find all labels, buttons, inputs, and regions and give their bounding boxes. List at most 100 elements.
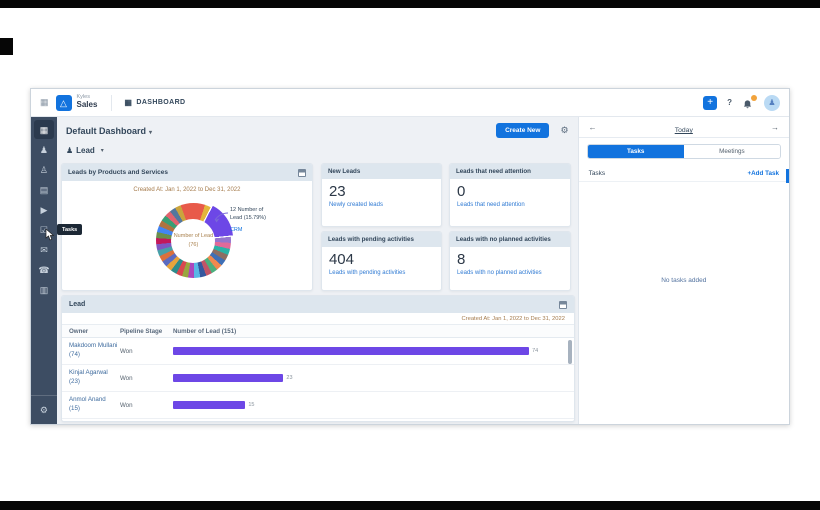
- sidebar: ▦ ♟ ♙ ▤ ▶ ☑ ✉ ☎ ▥ ⚙: [31, 117, 57, 424]
- lead-count-bar[interactable]: [172, 347, 530, 355]
- dashboard-icon: ▦: [39, 125, 49, 135]
- table-header-row: Owner Pipeline Stage Number of Lead (151…: [61, 325, 574, 338]
- leads-icon: ♙: [39, 165, 48, 175]
- sidebar-settings[interactable]: ⚙: [31, 395, 57, 424]
- letterbox-bottom: [0, 501, 820, 510]
- quick-add-button[interactable]: +: [703, 95, 718, 110]
- sidebar-item-leads[interactable]: ♙: [34, 160, 54, 179]
- today-link[interactable]: Today: [674, 127, 693, 134]
- dashboard-main: Default Dashboard ▾ Create New ⚙ ♟ Lead ▾…: [56, 117, 578, 424]
- leads-by-products-card: Leads by Products and Services Created A…: [60, 163, 313, 291]
- owner-link[interactable]: Kinjal Agarwal: [68, 369, 108, 377]
- table-row[interactable]: Anmol Anand (15) Won 15: [61, 392, 574, 419]
- previous-day-arrow[interactable]: ←: [588, 123, 597, 132]
- sidebar-item-pipelines[interactable]: ▶: [34, 200, 54, 219]
- lead-count-bar[interactable]: [172, 401, 246, 409]
- next-day-arrow[interactable]: →: [771, 123, 779, 132]
- kpi-caption-link[interactable]: Leads with no planned activities: [456, 270, 542, 276]
- table-row[interactable]: Makdoom Mullani (74) Won 74: [61, 338, 574, 365]
- dashboard-title-dropdown[interactable]: Default Dashboard ▾: [66, 126, 152, 136]
- create-new-button[interactable]: Create New: [496, 123, 550, 138]
- kpi-value: 8: [456, 251, 466, 268]
- pipeline-stage: Won: [119, 374, 133, 382]
- contacts-icon: ♟: [39, 145, 48, 155]
- companies-icon: ▤: [39, 185, 49, 195]
- add-task-link[interactable]: +Add Task: [747, 170, 779, 177]
- sidebar-item-tasks[interactable]: ☑: [34, 220, 54, 239]
- owner-link[interactable]: Anmol Anand: [68, 396, 106, 404]
- dashboard-settings-gear-icon[interactable]: ⚙: [560, 125, 569, 135]
- donut-chart[interactable]: Number of Lead (76): [155, 201, 234, 278]
- slice-tooltip-line1: 12 Number of: [229, 207, 264, 213]
- kpi-caption-link[interactable]: Leads with pending activities: [328, 270, 406, 276]
- sidebar-item-contacts[interactable]: ♟: [34, 140, 54, 159]
- bell-icon: [743, 99, 752, 108]
- lead-table-card: Lead Created At: Jan 1, 2022 to Dec 31, …: [60, 295, 575, 422]
- settings-gear-icon: ⚙: [39, 405, 48, 415]
- kpi-caption-link[interactable]: Newly created leads: [328, 202, 383, 208]
- tab-tasks[interactable]: Tasks: [587, 145, 684, 158]
- person-icon: ♟: [65, 146, 74, 155]
- kpi-title: New Leads: [327, 168, 361, 175]
- owner-link[interactable]: Makdoom Mullani: [68, 342, 118, 350]
- lead-count-bar[interactable]: [172, 374, 284, 382]
- calendar-icon[interactable]: [297, 168, 306, 177]
- chevron-down-icon: ▾: [148, 129, 152, 136]
- owner-count: (23): [68, 378, 80, 385]
- reports-icon: ▥: [39, 285, 49, 295]
- notifications-button[interactable]: [742, 94, 757, 109]
- donut-center-label: Number of Lead: [173, 233, 214, 239]
- date-range-label: Created At: Jan 1, 2022 to Dec 31, 2022: [133, 187, 241, 193]
- brand-block[interactable]: Kyles Sales: [77, 95, 98, 109]
- tab-dashboard[interactable]: ▦ DASHBOARD: [124, 98, 185, 107]
- activity-tabs: Tasks Meetings: [586, 144, 781, 159]
- kpi-need-attention-card: Leads that need attention 0 Leads that n…: [448, 163, 571, 227]
- tasks-icon: ☑: [39, 225, 48, 235]
- kpi-value: 0: [456, 183, 466, 200]
- kpi-new-leads-card: New Leads 23 Newly created leads: [320, 163, 442, 227]
- kpi-title: Leads with no planned activities: [455, 236, 551, 243]
- help-icon[interactable]: ?: [727, 98, 732, 107]
- app-name: Sales: [76, 100, 98, 110]
- letterbox-top: [0, 0, 820, 8]
- table-row[interactable]: Kinjal Agarwal (23) Won 23: [61, 365, 574, 392]
- dashboard-title: Default Dashboard: [65, 125, 146, 136]
- dashboard-tab-icon: ▦: [124, 98, 133, 107]
- donut-center: Number of Lead (76): [171, 218, 216, 263]
- pipeline-stage: Won: [119, 401, 133, 409]
- kpi-value: 404: [328, 251, 354, 268]
- module-filter-dropdown[interactable]: ♟ Lead ▾: [66, 146, 104, 155]
- sidebar-item-companies[interactable]: ▤: [34, 180, 54, 199]
- sidebar-item-email[interactable]: ✉: [34, 240, 54, 259]
- sidebar-item-reports[interactable]: ▥: [34, 280, 54, 299]
- slice-tooltip-line2: Lead (15.79%): [229, 215, 267, 222]
- kpi-no-planned-activities-card: Leads with no planned activities 8 Leads…: [448, 231, 571, 291]
- pipeline-stage: Won: [119, 347, 133, 355]
- kpi-title: Leads that need attention: [455, 168, 531, 175]
- owner-count: (15): [68, 405, 80, 412]
- sidebar-item-dashboard[interactable]: ▦: [33, 120, 54, 139]
- calendar-icon[interactable]: [558, 300, 567, 309]
- chevron-down-icon: ▾: [100, 148, 104, 154]
- table-scrollbar-thumb[interactable]: [567, 340, 572, 364]
- column-owner: Owner: [68, 327, 89, 335]
- panel-scrollbar-thumb[interactable]: [786, 169, 789, 183]
- tab-meetings[interactable]: Meetings: [683, 145, 780, 158]
- sidebar-item-phone[interactable]: ☎: [34, 260, 54, 279]
- topbar-divider: [111, 94, 113, 111]
- column-pipeline-stage: Pipeline Stage: [119, 327, 163, 335]
- workspace-name: Kyles: [76, 94, 90, 101]
- kpi-value: 23: [328, 183, 346, 200]
- kpi-pending-activities-card: Leads with pending activities 404 Leads …: [320, 231, 442, 291]
- user-avatar[interactable]: ♟: [764, 94, 780, 111]
- column-number-of-lead: Number of Lead (151): [172, 327, 237, 335]
- letterbox-left: [0, 38, 13, 55]
- topbar: ▦ △ Kyles Sales ▦ DASHBOARD + ? ♟: [31, 89, 789, 117]
- table-date-range-label: Created At: Jan 1, 2022 to Dec 31, 2022: [61, 313, 574, 325]
- callout-arrow-icon: [214, 212, 228, 223]
- app-window: ▦ △ Kyles Sales ▦ DASHBOARD + ? ♟ ▦ ♟ ♙ ▤ ▶ ☑…: [30, 88, 790, 425]
- kpi-caption-link[interactable]: Leads that need attention: [456, 202, 525, 208]
- apps-grid-icon[interactable]: ▦: [40, 97, 49, 107]
- app-logo[interactable]: △: [55, 94, 72, 111]
- pipelines-icon: ▶: [40, 205, 48, 215]
